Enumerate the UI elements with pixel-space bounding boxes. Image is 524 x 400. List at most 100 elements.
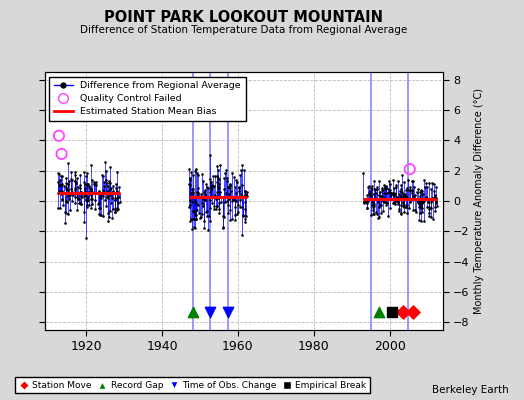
Point: [214, 184, 223, 191]
Point: [67, 169, 75, 175]
Point: [92, 182, 100, 188]
Point: [74, 200, 83, 206]
Point: [360, 200, 368, 206]
Point: [418, 209, 426, 216]
Point: [403, 177, 412, 183]
Point: [371, 194, 379, 201]
Point: [361, 198, 369, 204]
Point: [113, 195, 121, 201]
Point: [68, 198, 77, 204]
Point: [202, 193, 210, 199]
Point: [108, 188, 117, 194]
Point: [399, 199, 407, 206]
Point: [365, 188, 374, 195]
Point: [70, 184, 79, 191]
Point: [403, 194, 411, 201]
Point: [409, 193, 418, 199]
Point: [416, 193, 424, 199]
Point: [90, 179, 98, 185]
Point: [62, 198, 70, 204]
Point: [425, 210, 433, 216]
Point: [408, 190, 416, 196]
Point: [432, 194, 440, 201]
Point: [80, 190, 88, 196]
Point: [72, 194, 81, 200]
Point: [368, 183, 376, 189]
Point: [188, 186, 196, 192]
Point: [382, 202, 390, 208]
Point: [65, 196, 73, 202]
Point: [382, 182, 390, 189]
Point: [193, 170, 202, 176]
Point: [86, 191, 95, 198]
Point: [199, 178, 208, 185]
Point: [93, 200, 102, 207]
Point: [431, 203, 439, 210]
Point: [83, 198, 91, 204]
Point: [66, 207, 74, 213]
Point: [206, 152, 214, 158]
Point: [428, 197, 436, 204]
Point: [362, 197, 370, 204]
Point: [68, 192, 77, 198]
Point: [416, 198, 424, 205]
Point: [419, 190, 428, 197]
Point: [233, 211, 242, 218]
Point: [56, 205, 64, 212]
Point: [91, 190, 100, 196]
Point: [103, 194, 111, 201]
Point: [206, 205, 214, 212]
Point: [241, 188, 249, 194]
Point: [427, 204, 435, 211]
Point: [71, 169, 79, 176]
Point: [210, 203, 219, 210]
Point: [243, 189, 251, 195]
Point: [401, 204, 410, 211]
Point: [103, 218, 112, 224]
Point: [232, 177, 240, 183]
Point: [417, 204, 425, 211]
Point: [225, 195, 234, 202]
Point: [58, 202, 67, 208]
Point: [424, 180, 433, 186]
Point: [374, 214, 382, 221]
Point: [228, 195, 237, 202]
Point: [193, 202, 202, 208]
Legend: Station Move, Record Gap, Time of Obs. Change, Empirical Break: Station Move, Record Gap, Time of Obs. C…: [15, 377, 370, 394]
Point: [412, 189, 421, 196]
Point: [216, 162, 224, 169]
Point: [408, 178, 416, 184]
Point: [231, 217, 239, 224]
Point: [88, 196, 96, 202]
Point: [236, 172, 244, 179]
Point: [378, 197, 386, 204]
Point: [73, 190, 82, 197]
Point: [368, 199, 376, 206]
Point: [385, 196, 393, 202]
Point: [58, 188, 66, 194]
Point: [402, 192, 410, 199]
Point: [101, 197, 110, 204]
Point: [427, 199, 435, 205]
Point: [99, 187, 107, 194]
Point: [87, 205, 95, 211]
Point: [393, 194, 401, 200]
Point: [202, 209, 210, 215]
Point: [375, 308, 383, 315]
Point: [95, 205, 104, 211]
Point: [106, 180, 114, 186]
Point: [235, 194, 244, 201]
Point: [87, 187, 95, 194]
Point: [396, 195, 405, 201]
Point: [100, 189, 108, 196]
Point: [233, 179, 241, 186]
Point: [381, 185, 390, 191]
Point: [96, 192, 105, 198]
Point: [223, 198, 231, 204]
Point: [411, 192, 419, 198]
Point: [422, 180, 430, 186]
Point: [366, 190, 374, 196]
Point: [115, 194, 123, 200]
Point: [234, 202, 242, 208]
Point: [390, 191, 399, 198]
